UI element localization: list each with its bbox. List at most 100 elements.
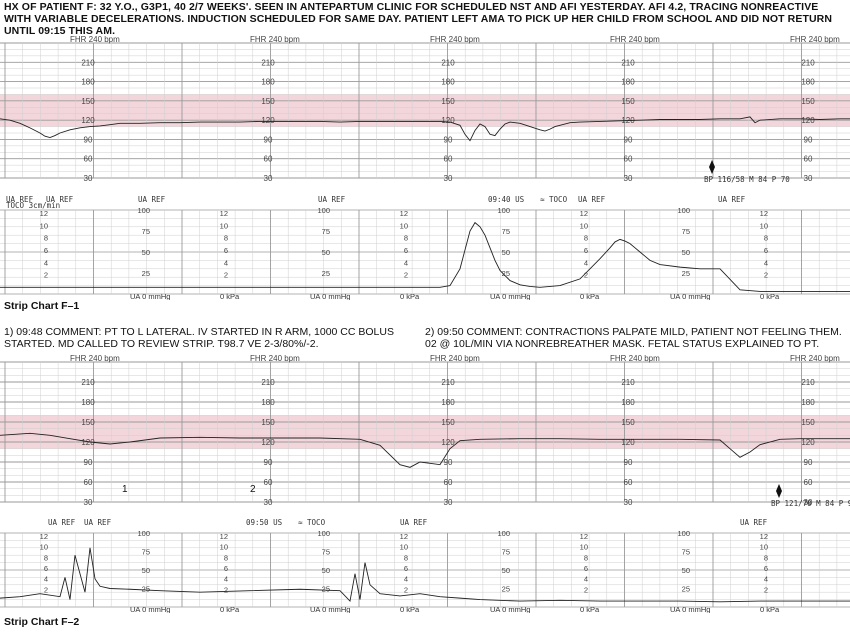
ua-zero-kpa: 0 kPa bbox=[220, 292, 240, 300]
ua-kpa-tick: 12 bbox=[220, 532, 228, 541]
ua-kpa-tick: 6 bbox=[404, 564, 408, 573]
ua-zero-kpa: 0 kPa bbox=[220, 605, 240, 613]
patient-history: HX OF PATIENT F: 32 Y.O., G3P1, 40 2/7 W… bbox=[4, 1, 833, 37]
fhr-tick-label: 30 bbox=[84, 498, 93, 507]
toco-mode-label: ≈ TOCO bbox=[540, 195, 568, 204]
ua-zero-mmhg: UA 0 mmHg bbox=[670, 605, 710, 613]
ua-zero-kpa: 0 kPa bbox=[760, 292, 780, 300]
fhr-tick-label: 60 bbox=[624, 155, 633, 164]
ua-zero-kpa: 0 kPa bbox=[580, 605, 600, 613]
ua-zero-mmhg: UA 0 mmHg bbox=[490, 292, 530, 300]
ua-ref-label: UA REF bbox=[740, 518, 768, 527]
ua-mmhg-tick: 100 bbox=[137, 529, 150, 538]
fhr-tick-label: 90 bbox=[84, 135, 93, 144]
ua-kpa-tick: 6 bbox=[44, 246, 48, 255]
fhr-tick-label: 150 bbox=[81, 97, 95, 106]
fhr-tick-label: 180 bbox=[261, 398, 275, 407]
fhr-tick-label: 60 bbox=[84, 155, 93, 164]
ua-kpa-tick: 12 bbox=[580, 209, 588, 218]
ua-kpa-tick: 4 bbox=[44, 258, 48, 267]
fhr-tick-label: 90 bbox=[264, 458, 273, 467]
ua-kpa-tick: 2 bbox=[764, 271, 768, 280]
fhr-tick-label: 60 bbox=[84, 478, 93, 487]
fhr-tick-label: 30 bbox=[444, 174, 453, 183]
fhr-tick-label: 30 bbox=[444, 498, 453, 507]
fhr-tick-label: 90 bbox=[624, 458, 633, 467]
fhr-tick-label: 180 bbox=[81, 78, 95, 87]
strip2-fhr-panel: FHR 240 bpm 210 180 150 120 90 60 30 FHR 240 bpm… bbox=[0, 354, 850, 507]
comment-1: 1) 09:48 COMMENT: PT TO L LATERAL. IV ST… bbox=[4, 326, 394, 350]
ua-kpa-tick: 8 bbox=[224, 234, 228, 243]
ua-kpa-tick: 12 bbox=[760, 532, 768, 541]
fhr-tick-label: 150 bbox=[441, 418, 455, 427]
fhr-tick-label: 60 bbox=[804, 155, 813, 164]
ua-zero-kpa: 0 kPa bbox=[760, 605, 780, 613]
fhr-tick-label: 30 bbox=[624, 174, 633, 183]
fhr-header-label: FHR 240 bpm bbox=[790, 35, 840, 44]
fhr-tick-label: 180 bbox=[801, 78, 815, 87]
fhr-header-label: FHR 240 bpm bbox=[250, 354, 300, 363]
fhr-header-label: FHR 240 bpm bbox=[430, 35, 480, 44]
ua-kpa-tick: 6 bbox=[764, 564, 768, 573]
ua-mmhg-tick: 100 bbox=[677, 529, 690, 538]
fhr-tick-label: 90 bbox=[444, 135, 453, 144]
ua-kpa-tick: 4 bbox=[764, 575, 768, 584]
bp-marker bbox=[776, 484, 782, 498]
ua-mmhg-tick: 75 bbox=[682, 227, 690, 236]
ua-kpa-tick: 6 bbox=[764, 246, 768, 255]
ua-mmhg-tick: 50 bbox=[682, 248, 690, 257]
ua-kpa-tick: 2 bbox=[584, 271, 588, 280]
ua-kpa-tick: 10 bbox=[760, 221, 768, 230]
ua-kpa-tick: 2 bbox=[44, 271, 48, 280]
ua-kpa-tick: 6 bbox=[584, 246, 588, 255]
ua-mmhg-tick: 100 bbox=[497, 206, 510, 215]
fhr-tick-label: 150 bbox=[621, 418, 635, 427]
time-label: 09:50 US bbox=[246, 518, 283, 527]
fhr-tick-label: 210 bbox=[621, 378, 635, 387]
ua-kpa-tick: 12 bbox=[760, 209, 768, 218]
ua-zero-mmhg: UA 0 mmHg bbox=[130, 292, 170, 300]
ua-kpa-tick: 10 bbox=[40, 221, 48, 230]
ua-kpa-tick: 12 bbox=[580, 532, 588, 541]
ua-kpa-tick: 10 bbox=[40, 543, 48, 552]
bp-label: BP 121/70 M 84 P 97 bbox=[771, 499, 850, 507]
fhr-tick-label: 30 bbox=[264, 174, 273, 183]
ua-kpa-tick: 8 bbox=[44, 234, 48, 243]
ua-mmhg-tick: 50 bbox=[322, 248, 330, 257]
bp-marker bbox=[709, 160, 715, 174]
ua-kpa-tick: 8 bbox=[44, 553, 48, 562]
fhr-tick-label: 60 bbox=[264, 478, 273, 487]
fhr-header-label: FHR 240 bpm bbox=[790, 354, 840, 363]
fhr-tick-label: 120 bbox=[801, 438, 815, 447]
ua-kpa-tick: 12 bbox=[220, 209, 228, 218]
ua-zero-mmhg: UA 0 mmHg bbox=[130, 605, 170, 613]
fhr-header-label: FHR 240 bpm bbox=[610, 35, 660, 44]
ua-kpa-tick: 6 bbox=[404, 246, 408, 255]
toco-mode-label: ≈ TOCO bbox=[298, 518, 326, 527]
fhr-tick-label: 60 bbox=[444, 155, 453, 164]
fhr-tick-label: 210 bbox=[81, 378, 95, 387]
fhr-tick-label: 60 bbox=[624, 478, 633, 487]
fhr-header-label: FHR 240 bpm bbox=[610, 354, 660, 363]
fhr-tick-label: 150 bbox=[801, 97, 815, 106]
ua-kpa-tick: 6 bbox=[584, 564, 588, 573]
fhr-header-label: FHR 240 bpm bbox=[430, 354, 480, 363]
ua-ref-label: UA REF bbox=[6, 195, 34, 204]
fhr-tick-label: 150 bbox=[441, 97, 455, 106]
ua-kpa-tick: 4 bbox=[44, 575, 48, 584]
ua-mmhg-tick: 75 bbox=[142, 227, 150, 236]
toco-speed-label: TOCO 3cm/min bbox=[6, 201, 60, 210]
ua-mmhg-tick: 50 bbox=[142, 248, 150, 257]
strip2-caption: Strip Chart F–2 bbox=[4, 616, 80, 628]
ua-kpa-tick: 4 bbox=[404, 575, 408, 584]
fhr-tick-label: 60 bbox=[264, 155, 273, 164]
ua-kpa-tick: 2 bbox=[404, 585, 408, 594]
ua-kpa-tick: 12 bbox=[40, 209, 48, 218]
comment-2: 2) 09:50 COMMENT: CONTRACTIONS PALPATE M… bbox=[425, 326, 842, 350]
ua-kpa-tick: 8 bbox=[764, 553, 768, 562]
ua-mmhg-tick: 50 bbox=[502, 248, 510, 257]
ua-ref-label: UA REF bbox=[84, 518, 112, 527]
ua-mmhg-tick: 100 bbox=[317, 206, 330, 215]
strip1-ua-panel: 12 10 8 6 4 2 100 75 50 25 12 10 8 6 4 2 100 75 50 25 12 10 8 6… bbox=[0, 195, 850, 300]
fhr-tick-label: 30 bbox=[264, 498, 273, 507]
